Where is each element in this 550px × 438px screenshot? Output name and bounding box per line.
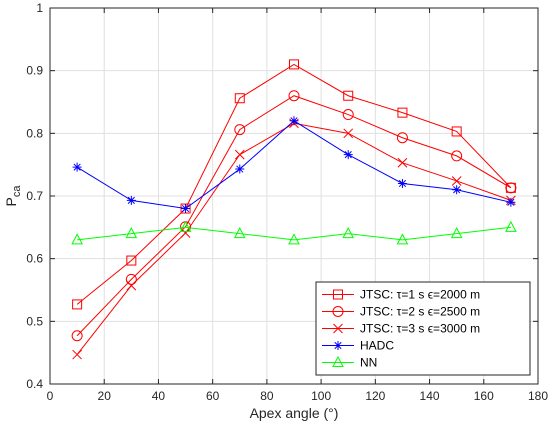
y-tick-label: 1 xyxy=(36,1,43,15)
asterisk-marker xyxy=(506,197,516,207)
triangle-marker xyxy=(71,233,83,245)
square-marker xyxy=(234,93,245,104)
circle-marker xyxy=(234,124,246,136)
legend-entry: JTSC: τ=3 s ϵ=3000 m xyxy=(322,322,480,336)
square-marker xyxy=(126,255,137,266)
x-tick-label: 80 xyxy=(260,389,274,403)
circle-marker xyxy=(505,182,517,194)
y-tick-label: 0.6 xyxy=(26,252,43,266)
x-tick-label: 140 xyxy=(420,389,440,403)
asterisk-marker xyxy=(289,116,299,126)
y-tick-label: 0.8 xyxy=(26,126,43,140)
series-square xyxy=(72,59,516,310)
axis-ticks: 0 20 40 60 80 100 120 140 160 180 0.4 0.5 0.6 0.7 0.8 0… xyxy=(26,1,548,403)
circle-marker xyxy=(332,306,344,317)
series-line xyxy=(76,63,512,305)
legend-label: HADC xyxy=(360,339,394,353)
series-asterisk xyxy=(72,116,516,214)
x-tick-label: 0 xyxy=(47,389,54,403)
x-marker xyxy=(397,157,408,168)
square-marker xyxy=(397,107,408,118)
triangle-marker xyxy=(179,220,192,232)
triangle-marker xyxy=(288,233,300,245)
circle-marker xyxy=(71,330,83,342)
circle-marker xyxy=(288,90,300,102)
x-tick-label: 100 xyxy=(311,389,331,403)
circle-marker xyxy=(451,150,463,162)
x-tick-label: 40 xyxy=(152,389,166,403)
triangle-marker xyxy=(332,355,344,367)
x-tick-label: 60 xyxy=(206,389,220,403)
series-line xyxy=(76,95,512,337)
x-marker xyxy=(126,280,137,291)
asterisk-marker xyxy=(452,185,462,195)
asterisk-marker xyxy=(235,164,245,174)
legend-label: JTSC: τ=2 s ϵ=2500 m xyxy=(360,305,480,319)
x-tick-label: 20 xyxy=(98,389,112,403)
square-marker xyxy=(451,126,462,137)
asterisk-marker xyxy=(126,195,136,205)
circle-marker xyxy=(396,132,408,144)
y-tick-label: 0.5 xyxy=(26,314,43,328)
y-axis-label-sub: ca xyxy=(11,185,23,198)
asterisk-marker xyxy=(333,341,343,350)
legend-label: NN xyxy=(360,356,377,370)
circle-marker xyxy=(125,273,137,285)
triangle-marker xyxy=(233,227,246,239)
y-axis-label-main: P xyxy=(3,197,19,206)
triangle-marker xyxy=(450,227,463,239)
x-marker xyxy=(451,176,462,186)
asterisk-marker xyxy=(181,204,191,214)
series-line xyxy=(76,120,512,210)
series-layer xyxy=(71,59,517,360)
square-marker xyxy=(333,289,343,300)
asterisk-marker xyxy=(72,162,82,172)
asterisk-marker xyxy=(343,150,353,160)
square-marker xyxy=(72,299,83,310)
square-marker xyxy=(289,59,299,70)
legend: JTSC: τ=1 s ϵ=2000 m JTSC: τ=2 s ϵ=2500 m… xyxy=(315,281,531,376)
triangle-marker xyxy=(396,233,409,245)
legend-entry: HADC xyxy=(322,339,394,353)
legend-entry: JTSC: τ=1 s ϵ=2000 m xyxy=(322,288,480,302)
legend-entry: NN xyxy=(322,356,377,370)
y-tick-label: 0.7 xyxy=(26,189,43,203)
y-tick-label: 0.9 xyxy=(26,64,43,78)
x-tick-label: 160 xyxy=(474,389,494,403)
x-tick-label: 120 xyxy=(365,389,385,403)
series-triangle xyxy=(71,220,517,245)
x-marker xyxy=(333,323,343,334)
triangle-marker xyxy=(342,227,355,239)
x-marker xyxy=(234,149,245,160)
triangle-marker xyxy=(505,220,517,232)
y-tick-label: 0.4 xyxy=(26,377,43,391)
triangle-marker xyxy=(125,227,138,239)
legend-label: JTSC: τ=3 s ϵ=3000 m xyxy=(360,322,480,336)
x-marker xyxy=(343,128,354,139)
circle-marker xyxy=(342,109,354,121)
square-marker xyxy=(343,90,354,101)
legend-label: JTSC: τ=1 s ϵ=2000 m xyxy=(360,288,480,302)
series-line xyxy=(77,226,511,241)
series-circle xyxy=(71,90,517,342)
x-tick-label: 180 xyxy=(528,389,548,403)
y-axis-label: Pca xyxy=(3,185,23,207)
legend-entry: JTSC: τ=2 s ϵ=2500 m xyxy=(322,305,480,319)
x-marker xyxy=(180,228,191,238)
asterisk-marker xyxy=(397,178,407,188)
x-axis-label: Apex angle (°) xyxy=(250,405,339,421)
x-marker xyxy=(72,349,82,360)
